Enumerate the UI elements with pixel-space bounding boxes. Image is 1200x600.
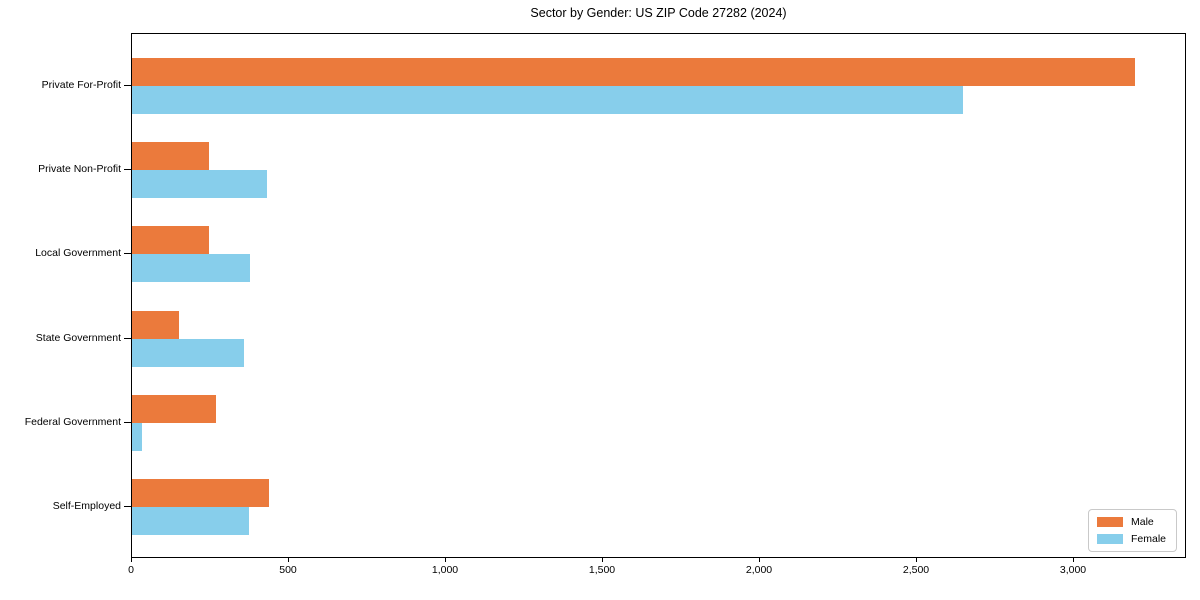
y-tick-label: Federal Government [24,415,121,428]
x-tick-mark [287,558,289,562]
y-tick-mark [124,169,131,171]
x-tick-label: 1,000 [431,564,459,576]
legend-item-male: Male [1096,516,1166,528]
x-tick-label: 3,000 [1059,564,1087,576]
y-tick-label: Private For-Profit [41,78,121,91]
legend-label-female: Female [1130,533,1166,545]
legend: Male Female [1087,509,1177,552]
x-tick-mark [601,558,603,562]
bar-male-private-for-profit [132,57,1136,86]
x-tick-label: 2,500 [902,564,930,576]
plot-area: Male Female [131,33,1186,558]
chart-title: Sector by Gender: US ZIP Code 27282 (202… [530,6,787,20]
y-tick-mark [124,253,131,255]
y-tick-label: Local Government [35,247,121,260]
x-tick-mark [130,558,132,562]
bar-male-self-employed [132,479,270,508]
x-tick-mark [444,558,446,562]
x-tick-mark [915,558,917,562]
y-tick-label: Private Non-Profit [38,163,121,176]
bar-female-federal-government [132,422,142,451]
x-tick-label: 2,000 [745,564,773,576]
y-tick-mark [124,84,131,86]
legend-swatch-female [1096,534,1123,544]
bar-male-local-government [132,226,209,255]
legend-item-female: Female [1096,533,1166,545]
bar-female-self-employed [132,507,249,536]
x-tick-label: 1,500 [588,564,616,576]
y-tick-label: Self-Employed [52,500,121,513]
x-tick-label: 500 [279,564,297,576]
y-tick-mark [124,337,131,339]
bar-female-private-non-profit [132,170,267,199]
y-tick-mark [124,421,131,423]
legend-label-male: Male [1130,516,1154,528]
y-tick-label: State Government [35,331,121,344]
bar-female-state-government [132,338,245,367]
legend-swatch-male [1096,517,1123,527]
y-tick-mark [124,506,131,508]
bar-female-local-government [132,254,250,283]
x-tick-mark [758,558,760,562]
x-tick-label: 0 [128,564,134,576]
bar-male-state-government [132,310,179,339]
x-tick-mark [1072,558,1074,562]
bar-female-private-for-profit [132,85,964,114]
bar-male-federal-government [132,394,217,423]
bar-male-private-non-profit [132,142,209,171]
